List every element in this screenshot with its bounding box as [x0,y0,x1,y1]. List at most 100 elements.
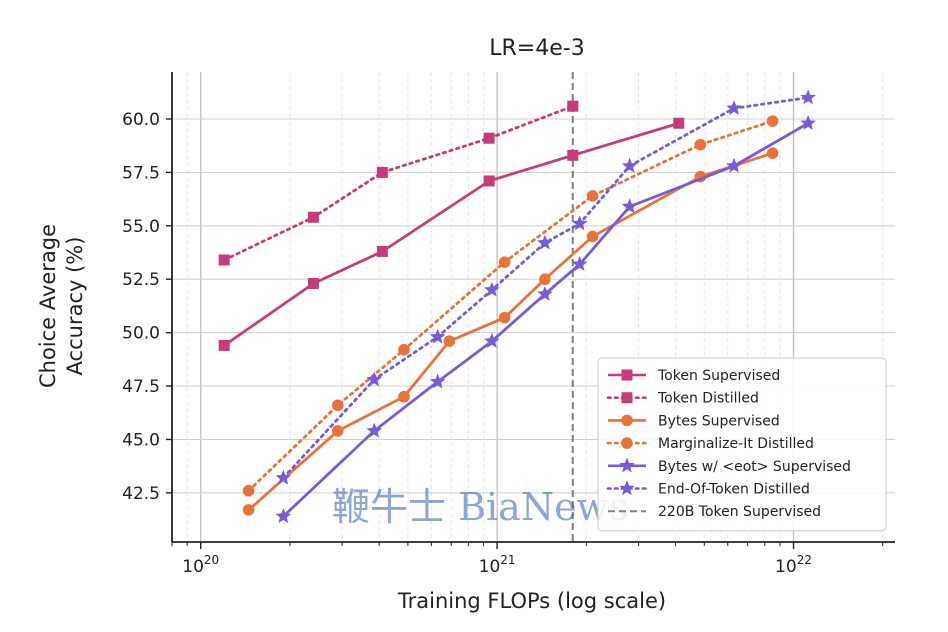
data-point [443,335,456,347]
data-point [766,115,779,127]
data-point [429,373,446,389]
legend-label: Token Distilled [657,391,759,407]
data-point [331,399,344,412]
legend-marker [621,392,633,404]
data-point [366,371,383,387]
x-tick-exponent: 20 [204,553,219,567]
x-tick-base: 10 [479,557,501,577]
data-point [307,211,319,223]
legend-entry: Bytes Supervised [608,413,780,429]
data-point [800,89,816,105]
data-point [673,117,685,129]
x-tick-exponent: 22 [797,553,812,567]
data-point [571,215,588,231]
legend-label: End-Of-Token Distilled [658,482,810,498]
x-axis-title: Training FLOPs (log scale) [397,589,666,613]
data-point [621,198,638,214]
data-point [483,132,495,144]
data-point [567,149,579,161]
data-point [429,328,446,344]
series-line [222,104,575,262]
x-tick-exponent: 21 [500,553,515,567]
series-1 [218,117,685,351]
y-tick-label: 52.5 [122,270,160,290]
legend-entry: Token Distilled [606,391,759,407]
series-line [223,121,680,347]
legend-box [597,357,887,532]
legend-label: Token Supervised [657,368,780,384]
data-point [218,339,230,351]
y-axis-title-line-2: Accuracy (%) [63,237,87,376]
legend-entry: Bytes w/ <eot> Supervised [608,457,851,475]
legend-entry: 220B Token Supervised [608,504,821,520]
series-2 [218,100,579,266]
data-point [498,311,511,324]
legend-entry: Marginalize-It Distilled [606,436,814,452]
data-point [483,175,495,187]
data-point [537,234,553,250]
data-point [537,285,553,301]
data-point [766,147,779,159]
legend-marker [621,437,633,449]
legend-marker [621,369,633,381]
data-point [242,504,255,516]
watermark: 鞭牛士 BiaNews [332,485,629,529]
legend: Token Supervised Token Distilled Bytes Sup… [597,357,887,532]
legend-label: Bytes w/ <eot> Supervised [658,459,851,475]
x-tick-base: 10 [182,557,204,577]
legend-entry: Token Supervised [608,368,780,384]
series-layer [218,89,816,523]
data-point [567,100,579,112]
series-4 [242,115,779,497]
data-point [275,469,292,485]
data-point [621,157,638,173]
x-tick-label: 1021 [479,553,516,577]
axes [171,72,895,543]
data-point [307,278,319,289]
y-tick-label: 60.0 [122,110,160,130]
data-point [242,484,255,497]
data-point [571,256,588,271]
data-point [800,115,816,130]
data-point [376,166,388,178]
legend-marker [619,480,635,496]
data-point [726,100,742,115]
data-point [484,332,500,348]
series-6 [275,89,816,485]
series-5 [275,115,816,523]
y-tick-label: 55.0 [122,217,160,237]
data-point [218,254,230,266]
x-tick-label: 1020 [182,553,219,577]
legend-marker [619,457,635,473]
data-point [726,157,742,173]
data-point [398,343,410,356]
legend-label: Marginalize-It Distilled [658,436,814,452]
y-axis-title-line-1: Choice Average [36,224,60,388]
data-point [694,138,707,151]
x-tick-base: 10 [775,557,797,577]
data-point [376,245,388,257]
data-point [586,190,599,202]
data-point [484,281,500,297]
y-tick-label: 57.5 [122,163,160,183]
legend-label: Bytes Supervised [658,413,780,429]
legend-entry: End-Of-Token Distilled [606,480,810,498]
data-point [331,425,344,437]
legend-marker [621,414,633,427]
y-tick-label: 47.5 [122,377,160,397]
data-point [366,422,383,438]
data-point [498,256,511,268]
data-point [586,230,599,243]
series-3 [242,147,779,516]
data-point [398,390,410,403]
x-tick-label: 1022 [775,553,812,577]
data-point [275,508,292,523]
legend-label: 220B Token Supervised [658,504,821,520]
y-tick-label: 45.0 [122,430,160,450]
data-point [539,273,551,286]
chart-title: LR=4e-3 [489,36,584,61]
y-tick-label: 42.5 [122,484,160,504]
y-tick-label: 50.0 [122,324,160,344]
